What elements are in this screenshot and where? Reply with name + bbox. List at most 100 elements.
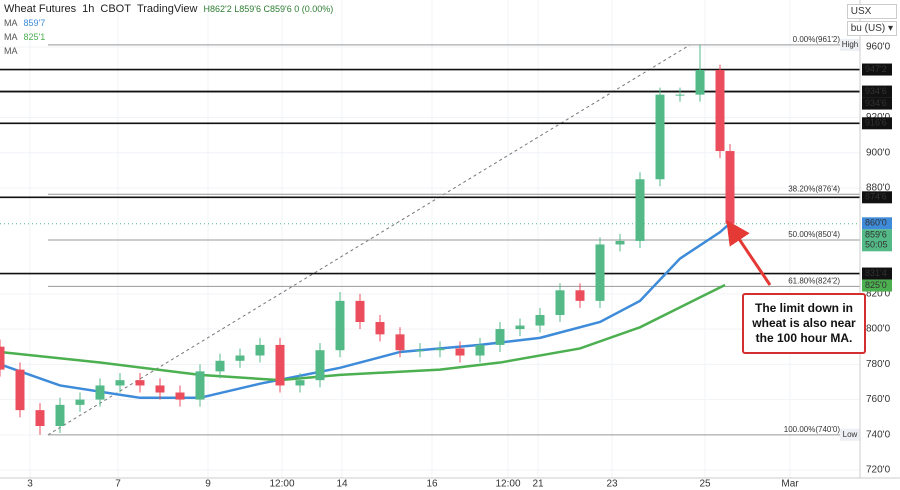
candle-body [595,244,605,301]
fib-tag: High [842,40,858,49]
candle-body [495,329,505,345]
price-label: 860'0 [865,218,887,228]
symbol: Wheat Futures [4,3,77,15]
x-tick-label: 3 [27,479,33,490]
candle-body [275,344,285,386]
x-tick-label: 7 [115,479,121,490]
y-tick-label: 720'0 [866,465,891,476]
currency-panel: USX bu (US) ▾ [846,4,897,38]
y-tick-label: 760'0 [866,394,891,405]
fib-tag: Low [843,430,858,439]
x-tick-label: 14 [336,479,348,490]
candle-body [555,290,565,315]
ma-name: MA [4,46,18,56]
price-label-box [862,267,892,280]
y-tick-label: 780'0 [866,359,891,370]
fib-label: 61.80%(824'2) [788,276,840,285]
interval: 1h [82,3,95,15]
ma-legend-row: MA 859'7 [4,16,333,30]
candle-body [55,404,65,427]
candle-body [435,348,445,351]
candle-body [295,380,305,386]
candle-body [575,290,585,301]
candle-body [395,334,405,351]
price-label-box [862,217,892,230]
price-label-box [862,97,892,110]
x-tick-label: 16 [426,479,438,490]
source: TradingView [136,3,198,15]
ma-name: MA [4,18,18,28]
ma-legend-row: MA 825'1 [4,30,333,44]
candle-body [725,151,735,224]
fib-label: 38.20%(876'4) [788,184,840,193]
y-tick-label: 900'0 [866,147,891,158]
price-label-box [862,279,892,292]
x-tick-label: 12:00 [495,479,520,490]
price-label: 934'6 [865,98,887,108]
candle-body [335,300,345,351]
price-label: 916'6 [865,118,887,128]
candle-body [315,350,325,381]
fib-label: 100.00%(740'0) [784,425,841,434]
candle-body [215,360,225,372]
price-label-box [862,229,892,252]
candle-body [695,69,705,95]
y-tick-label: 820'0 [866,288,891,299]
candle-body [155,385,165,393]
candle-body [115,380,125,386]
x-tick-label: 25 [699,479,711,490]
price-label-box [862,117,892,130]
x-tick-label: 12:00 [269,479,294,490]
x-tick-label: 21 [532,479,544,490]
annotation: The limit down in wheat is also near the… [742,293,866,354]
legend: Wheat Futures 1h CBOT TradingView H862'2… [4,2,333,58]
countdown: 50:05 [865,240,888,250]
candle-body [235,355,245,361]
candle-body [0,346,5,370]
ohlc: H862'2 L859'6 C859'6 0 (0.00%) [203,4,334,14]
candle-body [655,94,665,180]
fib-label: 0.00%(961'2) [793,35,841,44]
ma-value: 859'7 [23,18,46,28]
candle-body [195,371,205,400]
candle-body [175,392,185,400]
y-tick-label: 740'0 [866,429,891,440]
candle-body [355,300,365,323]
price-label: 874'6 [865,192,887,202]
price-label-box [862,191,892,204]
candle-body [135,380,145,386]
candle-body [375,322,385,335]
price-label: 825'0 [865,280,887,290]
fib-label: 50.00%(850'4) [788,230,840,239]
y-tick-label: 880'0 [866,183,891,194]
x-tick-label: 9 [205,479,211,490]
candle-body [455,348,465,356]
candle-body [35,410,45,427]
candle-body [615,240,625,245]
currency[interactable]: USX [846,4,897,19]
symbol-row: Wheat Futures 1h CBOT TradingView H862'2… [4,2,333,16]
candle-body [15,369,25,411]
candle-body [515,325,525,330]
candle-body [635,179,645,241]
candle-body [415,350,425,352]
candle-body [75,399,85,405]
ma-name: MA [4,32,18,42]
exchange: CBOT [100,3,131,15]
y-tick-label: 800'0 [866,324,891,335]
ma-value: 825'1 [23,32,46,42]
candle-body [95,385,105,400]
unit[interactable]: bu (US) ▾ [846,21,897,36]
candle-body [535,314,545,326]
price-label-box [862,63,892,76]
moving-average [0,283,726,382]
price-label-box [862,85,892,98]
price-label: 947'2 [865,64,887,74]
fib-tag-box [840,428,860,441]
arrow [726,220,772,286]
fib-trend [47,44,691,436]
x-tick-label: 23 [606,479,618,490]
price-label: 859'6 [865,230,887,240]
